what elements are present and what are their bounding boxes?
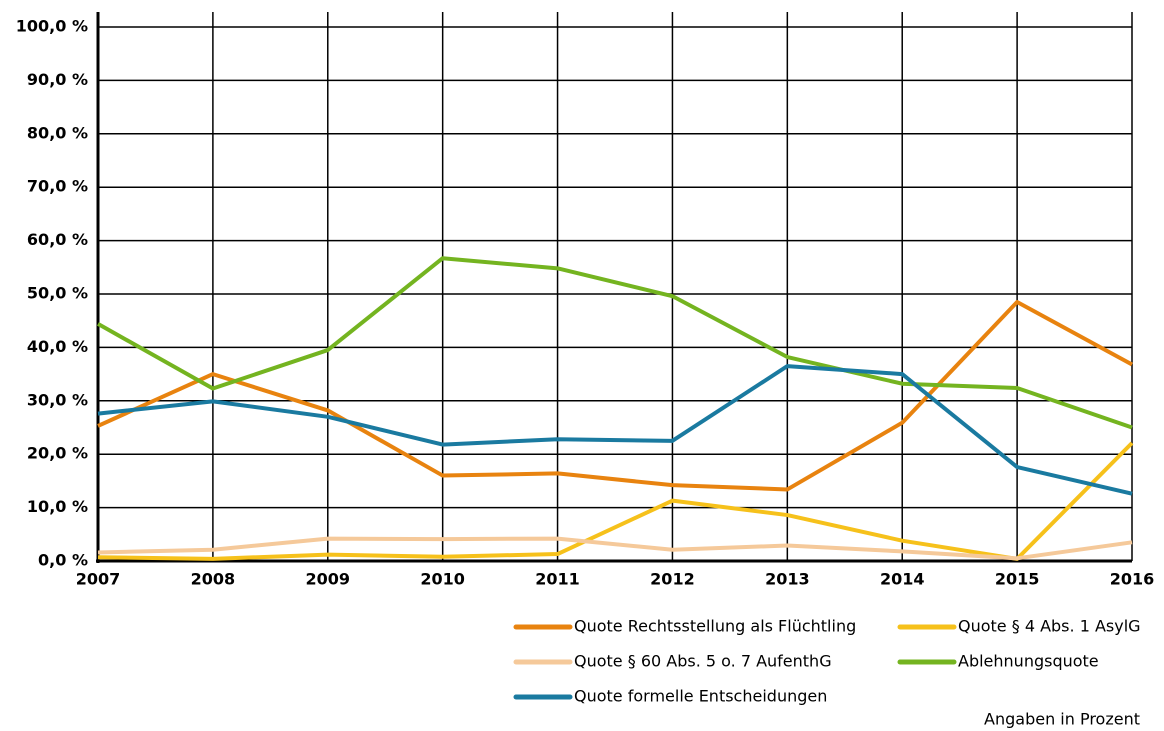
y-tick-label: 100,0 % xyxy=(16,17,88,36)
series-line xyxy=(97,441,1134,561)
x-tick-label: 2010 xyxy=(420,570,465,589)
x-tick-label: 2008 xyxy=(191,570,236,589)
series-line xyxy=(97,300,1133,492)
legend-label: Quote § 60 Abs. 5 o. 7 AufenthG xyxy=(574,652,832,671)
legend-label: Quote § 4 Abs. 1 AsylG xyxy=(958,617,1141,636)
x-tick-label: 2011 xyxy=(535,570,580,589)
y-tick-label: 90,0 % xyxy=(27,70,88,89)
x-tick-label: 2007 xyxy=(76,570,121,589)
x-tick-label: 2015 xyxy=(995,570,1040,589)
y-tick-label: 70,0 % xyxy=(27,177,88,196)
x-tick-label: 2013 xyxy=(765,570,810,589)
y-tick-label: 50,0 % xyxy=(27,284,88,303)
legend-label: Quote Rechtsstellung als Flüchtling xyxy=(574,617,856,636)
note: Angaben in Prozent xyxy=(984,710,1140,729)
x-tick-label: 2012 xyxy=(650,570,695,589)
y-tick-label: 40,0 % xyxy=(27,337,88,356)
y-tick-label: 20,0 % xyxy=(27,444,88,463)
y-tick-label: 0,0 % xyxy=(38,551,88,570)
series-line xyxy=(97,364,1133,496)
series-line xyxy=(97,256,1133,430)
x-tick-label: 2014 xyxy=(880,570,925,589)
legend-label: Ablehnungsquote xyxy=(958,652,1099,671)
y-tick-label: 30,0 % xyxy=(27,390,88,409)
x-tick-label: 2016 xyxy=(1110,570,1155,589)
y-tick-label: 80,0 % xyxy=(27,123,88,142)
x-tick-label: 2009 xyxy=(306,570,351,589)
y-tick-label: 60,0 % xyxy=(27,230,88,249)
legend-label: Quote formelle Entscheidungen xyxy=(574,687,827,706)
y-tick-label: 10,0 % xyxy=(27,497,88,516)
series-line xyxy=(97,536,1133,561)
